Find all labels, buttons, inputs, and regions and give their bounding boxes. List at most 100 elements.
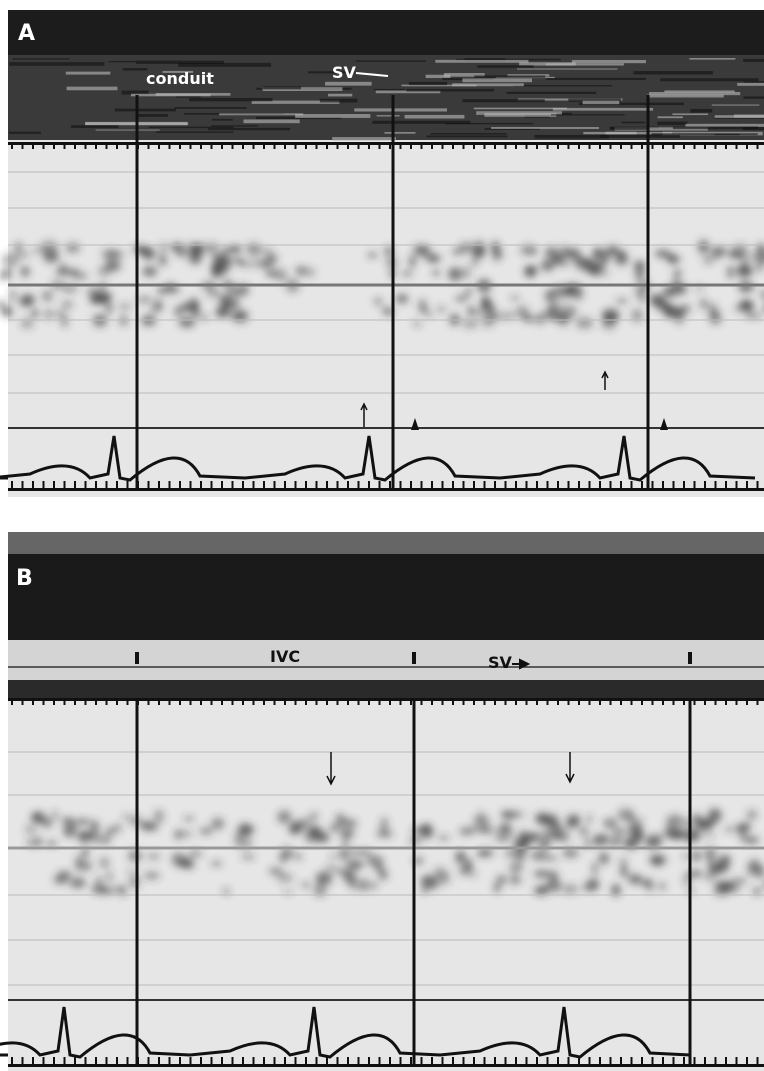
speckle [496,876,507,884]
tick-bar [8,488,764,491]
speckle [552,259,561,264]
speckle [511,878,523,882]
speckle [73,272,88,280]
speckle [366,855,384,866]
speckle [541,262,554,273]
panel-label: B [16,566,33,591]
streak [431,133,507,135]
streak [156,131,234,132]
speckle [48,841,57,847]
streak [356,60,426,61]
speckle [709,311,721,324]
speckle [223,888,230,894]
speckle [712,248,724,259]
annotation: SV [488,653,513,672]
speckle [260,249,274,254]
streak [374,89,405,90]
streak [96,130,160,131]
speckle [421,881,428,894]
streak [138,114,169,117]
speckle [563,285,575,298]
speckle [402,271,413,277]
speckle [616,298,628,303]
speckle [144,872,159,879]
streak [109,61,136,62]
speckle [628,823,642,836]
speckle [455,850,466,864]
streak [621,122,645,124]
streak [744,81,764,82]
streak [325,82,372,86]
speckle [42,818,52,828]
annotation: conduit [146,69,214,88]
speckle [54,876,69,884]
tick-bar [8,698,764,701]
speckle [510,296,520,300]
speckle [628,874,642,880]
streak [263,86,301,89]
vessel-lumen [8,640,764,680]
streak [295,114,370,118]
streak [689,58,735,60]
speckle [128,815,142,826]
speckle [175,831,192,837]
streak [149,127,234,128]
speckle [563,884,578,894]
speckle [410,837,422,844]
speckle [533,870,551,877]
speckle [612,827,627,835]
speckle [564,851,575,855]
speckle [465,287,472,297]
speckle [503,811,520,817]
streak [517,68,617,69]
streak [462,78,532,82]
speckle [509,863,523,873]
speckle [683,853,690,859]
speckle [481,297,492,310]
speckle [216,304,231,316]
speckle [519,829,526,843]
speckle [339,829,355,836]
speckle [31,309,39,318]
speckle [381,307,393,313]
speckle [346,860,363,869]
speckle [290,821,304,834]
speckle [504,849,519,858]
speckle [26,838,41,847]
speckle [154,810,164,824]
streak [551,114,625,115]
speckle [204,243,219,254]
speckle [136,297,152,303]
speckle [742,301,754,312]
r-tick [135,652,139,664]
streak [426,135,507,137]
streak [332,137,396,141]
streak [553,108,653,111]
speckle [537,312,543,324]
speckle [692,851,701,862]
speckle [44,308,51,320]
speckle [241,855,255,859]
streak [737,83,764,86]
speckle [283,889,293,893]
speckle [90,820,99,833]
speckle [437,835,450,840]
speckle [703,255,715,265]
speckle [467,306,474,316]
speckle [10,290,16,302]
speckle [333,822,344,827]
speckle [304,268,316,277]
streak [743,96,764,98]
speckle [179,318,196,328]
streak [9,132,41,134]
r-tick [412,652,416,664]
panel-label: A [18,21,35,46]
speckle [65,243,80,254]
streak [123,68,148,70]
speckle [52,810,59,821]
speckle [666,287,672,298]
speckle [63,824,77,837]
speckle [646,834,664,842]
speckle [31,248,49,253]
speckle [339,848,345,856]
